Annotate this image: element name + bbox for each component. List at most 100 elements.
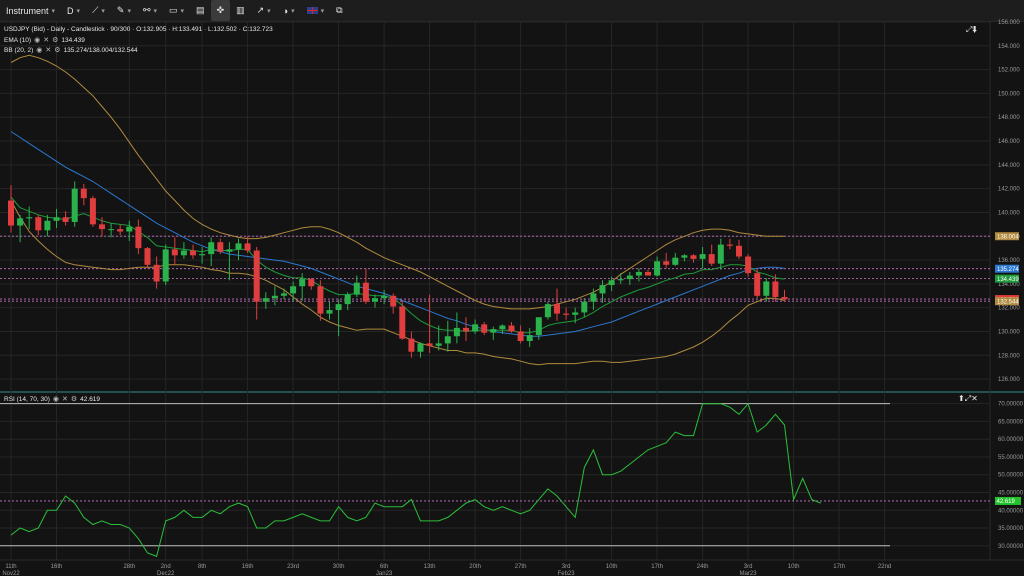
price-label-text: 134.439: [997, 277, 1019, 283]
close-icon[interactable]: ✕: [62, 396, 68, 403]
x-tick-label: 16th: [51, 564, 63, 570]
draw-pencil-tool-button[interactable]: ✎ ▾: [111, 0, 137, 21]
uk-flag-icon: [306, 7, 318, 14]
toolbar: Instrument ▾ D ▾ ⟋ ▾ ✎ ▾ ⚯ ▾ ▭ ▾ ▤ ✜ ▥ ↗ ▾ ◑ ▾ ▾…: [0, 0, 1024, 22]
rsi-y-tick-label: 55.00000: [998, 455, 1024, 461]
language-selector[interactable]: ▾: [301, 0, 331, 21]
main-panel-controls: ⤢⬇: [966, 25, 977, 35]
popout-button[interactable]: ⧉: [330, 0, 348, 21]
x-tick-sublabel: Mar23: [740, 571, 758, 576]
legend-main: USDJPY (Bid) - Daily - Candlestick · 90/…: [4, 26, 273, 33]
candle-body: [554, 304, 560, 314]
rsi-y-tick-label: 45.00000: [998, 490, 1024, 496]
candle-body: [153, 264, 160, 282]
candle-body: [544, 304, 551, 318]
candle-body: [435, 343, 442, 346]
rsi-y-tick-label: 50.00000: [998, 473, 1024, 479]
candle-body: [408, 338, 415, 352]
legend-rsi-label: RSI (14, 70, 30): [4, 395, 50, 403]
candle-body: [608, 280, 615, 286]
bar-chart-button[interactable]: ▥: [230, 0, 251, 21]
candle-body: [126, 226, 133, 232]
candle-body: [535, 317, 542, 336]
price-label-text: 135.274: [997, 267, 1019, 273]
x-tick-sublabel: Jan23: [376, 571, 393, 576]
rsi-plot-area: [0, 393, 990, 560]
gear-icon[interactable]: ⚙: [70, 396, 78, 403]
close-panel-icon[interactable]: ✕: [971, 394, 978, 403]
eye-icon[interactable]: ◉: [52, 396, 59, 403]
x-tick-label: 3rd: [744, 564, 753, 570]
close-icon[interactable]: ✕: [45, 47, 52, 54]
y-tick-label: 130.000: [998, 329, 1020, 335]
candle-body: [381, 295, 388, 299]
candle-body: [690, 255, 697, 259]
expand-icon[interactable]: ⤢: [966, 25, 973, 34]
y-tick-label: 142.000: [998, 187, 1020, 193]
x-tick-label: 20th: [469, 564, 481, 570]
candle-body: [80, 188, 87, 199]
candle-body: [372, 298, 378, 302]
period-selector[interactable]: D ▾: [61, 0, 86, 21]
candle-body: [726, 244, 733, 246]
candle-body: [763, 281, 770, 296]
chevron-down-icon: ▾: [291, 7, 295, 15]
y-tick-label: 134.000: [998, 282, 1020, 288]
candle-body: [617, 279, 624, 281]
candle-body: [517, 331, 524, 342]
eye-icon[interactable]: ◉: [34, 37, 41, 44]
candle-body: [526, 335, 533, 342]
x-tick-label: 17th: [651, 564, 663, 570]
candle-body: [235, 243, 242, 250]
candle-body: [353, 282, 360, 295]
fit-chart-button[interactable]: ✜: [210, 0, 231, 21]
move-down-icon[interactable]: ⬇: [972, 25, 978, 34]
rsi-y-tick-label: 30.00000: [998, 544, 1024, 550]
y-tick-label: 140.000: [998, 210, 1020, 216]
instrument-selector[interactable]: Instrument ▾: [0, 0, 61, 21]
indicator-tool-button[interactable]: ⚯ ▾: [137, 0, 163, 21]
expand-icon[interactable]: ⤢: [964, 394, 972, 403]
x-tick-label: 24th: [697, 564, 709, 570]
candle-body: [89, 198, 96, 225]
candle-body: [599, 285, 606, 294]
candle-body: [426, 343, 433, 346]
shapes-tool-button[interactable]: ▭ ▾: [163, 0, 190, 21]
candle-body: [563, 313, 570, 315]
x-tick-label: 22nd: [878, 564, 891, 570]
gear-icon[interactable]: ⚙: [52, 37, 59, 44]
popout-icon: ⧉: [336, 5, 343, 15]
draw-line-tool-button[interactable]: ⟋ ▾: [86, 0, 111, 21]
line-tool-icon: ⟋: [92, 5, 99, 15]
legend-bb-value: 135.274/138.004/132.544: [63, 46, 138, 54]
candle-body: [508, 325, 515, 332]
candle-body: [463, 327, 469, 332]
indicator-icon: ⚯: [142, 5, 151, 15]
rsi-y-tick-label: 65.00000: [998, 419, 1024, 425]
trend-icon: ↗: [256, 5, 265, 15]
candle-body: [717, 244, 724, 264]
trend-button[interactable]: ↗ ▾: [251, 0, 277, 21]
candle-body: [708, 254, 715, 264]
candle-body: [781, 296, 788, 300]
candle-body: [399, 306, 406, 339]
legend-bb: BB (20, 2) ◉ ✕ ⚙ 135.274/138.004/132.544: [4, 46, 138, 55]
eye-icon[interactable]: ◉: [36, 47, 43, 54]
legend-ema-label: EMA (10): [4, 36, 32, 44]
theme-button[interactable]: ◑ ▾: [277, 0, 301, 21]
chevron-down-icon: ▾: [101, 7, 105, 15]
y-tick-label: 152.000: [998, 68, 1020, 74]
move-up-icon[interactable]: ⬆: [958, 394, 965, 403]
pencil-icon: ✎: [116, 5, 125, 15]
candle-body: [108, 229, 115, 231]
gear-icon[interactable]: ⚙: [54, 47, 61, 54]
y-tick-label: 128.000: [998, 353, 1020, 359]
candle-body: [453, 327, 460, 337]
layout-button[interactable]: ▤: [190, 0, 211, 21]
candle-body: [171, 249, 178, 256]
y-tick-label: 150.000: [998, 91, 1020, 97]
close-icon[interactable]: ✕: [43, 37, 50, 44]
candle-body: [499, 325, 506, 330]
candle-body: [590, 293, 597, 302]
